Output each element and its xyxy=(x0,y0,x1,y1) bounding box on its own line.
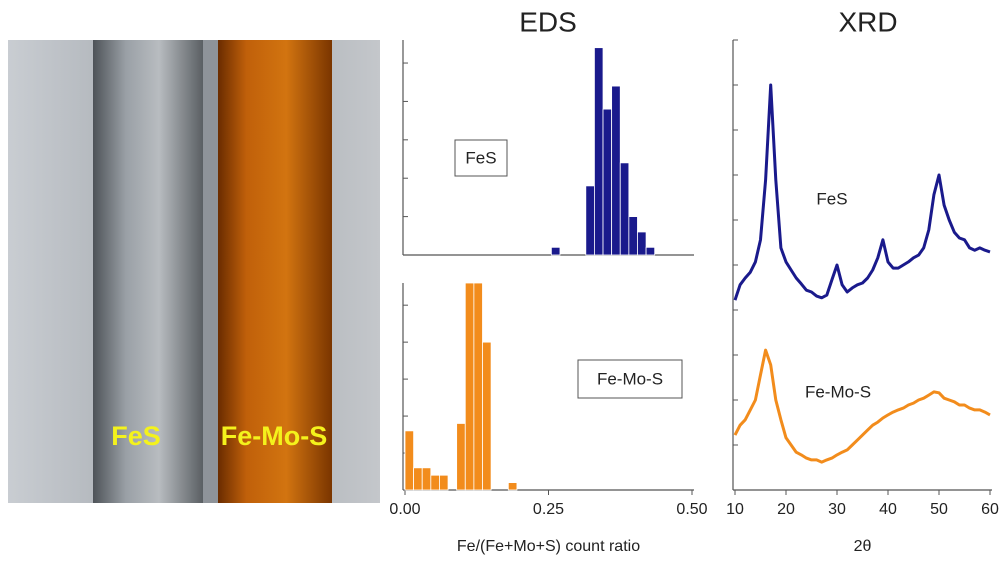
bar xyxy=(586,186,595,255)
x-tick-label: 30 xyxy=(828,501,846,518)
bar xyxy=(457,423,466,490)
bar xyxy=(439,475,448,490)
tube-gap xyxy=(203,40,218,503)
bar xyxy=(482,342,491,490)
x-tick-label: 20 xyxy=(777,501,795,518)
bar xyxy=(422,468,431,490)
bar xyxy=(465,283,474,490)
bar xyxy=(612,86,621,255)
bar xyxy=(431,475,440,490)
photo-label: FeS xyxy=(111,421,161,451)
bar xyxy=(637,232,646,255)
annotation: Fe-Mo-S xyxy=(597,369,663,388)
bar xyxy=(414,468,423,490)
x-tick-label: 0.50 xyxy=(676,501,707,518)
chart-title: XRD xyxy=(838,6,897,37)
x-axis-label: Fe/(Fe+Mo+S) count ratio xyxy=(457,538,640,555)
series-name: Fe-Mo-S xyxy=(805,382,871,401)
bar xyxy=(603,109,612,255)
bar xyxy=(629,217,638,255)
annotation: FeS xyxy=(465,148,496,167)
series-line xyxy=(735,85,990,300)
x-tick-label: 50 xyxy=(930,501,948,518)
bar xyxy=(620,163,629,255)
figure: FeS Fe-Mo-S EDS FeS 0.00 0.25 0.50 Fe/(Fe+Mo+… xyxy=(0,0,1006,565)
photo: FeS Fe-Mo-S xyxy=(8,40,380,503)
x-axis-label: 2θ xyxy=(854,538,872,555)
series-name: FeS xyxy=(816,189,847,208)
bar xyxy=(405,431,414,490)
photo-label: Fe-Mo-S xyxy=(221,421,327,451)
bar xyxy=(594,48,603,255)
bar xyxy=(508,483,517,490)
x-tick-label: 40 xyxy=(879,501,897,518)
x-tick-label: 60 xyxy=(981,501,999,518)
page: FeS Fe-Mo-S EDS FeS 0.00 0.25 0.50 Fe/(Fe+Mo+… xyxy=(0,0,1006,565)
x-tick-label: 0.25 xyxy=(533,501,564,518)
x-tick-label: 10 xyxy=(726,501,744,518)
series-line xyxy=(735,350,990,462)
x-tick-label: 0.00 xyxy=(389,501,420,518)
bar xyxy=(474,283,483,490)
bar xyxy=(551,247,560,255)
bar xyxy=(646,247,655,255)
chart-title: EDS xyxy=(519,6,577,37)
